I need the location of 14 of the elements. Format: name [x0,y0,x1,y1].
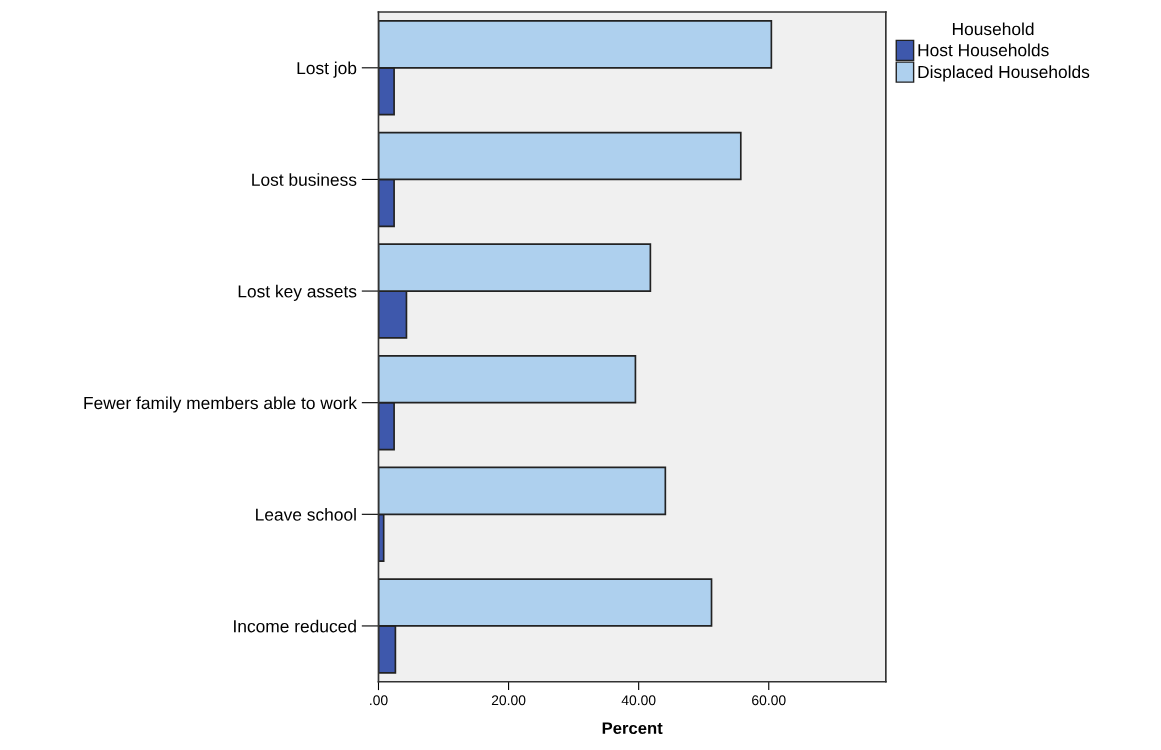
x-tick-label: .00 [370,695,388,706]
x-tick-label: 40.00 [621,695,656,706]
legend-label: Host Households [918,43,1049,57]
y-tick-label: Lost job [297,61,357,78]
y-tick-label: Lost key assets [238,284,357,301]
y-tick-label: Income reduced [234,619,356,633]
legend-label: Displaced Households [918,65,1090,82]
legend-title: Household [952,22,1034,36]
x-tick-label: 20.00 [491,695,526,706]
y-tick-label: Lost business [252,173,357,186]
y-tick-label: Leave school [256,508,356,521]
y-tick-label: Fewer family members able to work [84,396,357,413]
x-axis-title: Percent [602,722,663,735]
x-tick-label: 60.00 [752,695,786,706]
